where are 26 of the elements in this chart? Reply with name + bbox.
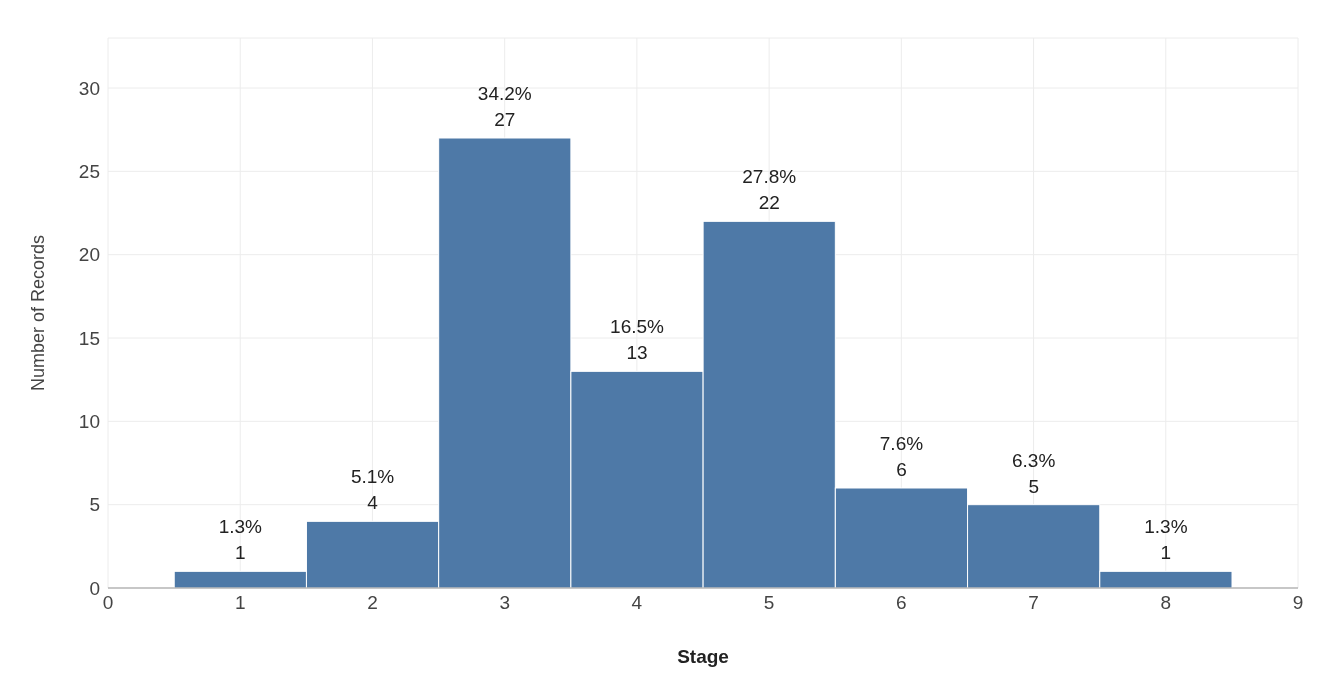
data-label: 6.3% 5 [1012,449,1056,497]
data-label: 16.5% 13 [610,316,665,364]
x-tick-label: 7 [1028,592,1039,614]
data-label: 5.1% 4 [350,466,395,514]
x-tick-label: 9 [1292,592,1304,614]
x-axis-title: Stage [677,646,729,667]
y-tick-label: 30 [78,77,100,99]
y-tick-label: 10 [78,411,100,433]
y-tick-label: 5 [89,494,100,516]
x-tick-label: 6 [896,592,907,614]
y-tick-label: 0 [89,577,100,599]
y-tick-label: 25 [78,161,100,183]
y-axis-title: Number of Records [28,234,49,392]
x-tick-label: 2 [367,592,378,614]
y-tick-label: 15 [78,327,100,349]
y-tick-label: 20 [78,244,100,266]
x-tick-label: 5 [763,592,775,614]
data-label: 34.2% 27 [477,83,532,130]
data-label: 1.3% 1 [218,516,263,564]
x-tick-label: 1 [234,592,246,614]
data-label: 27.8% 22 [742,166,797,214]
data-label: 7.6% 6 [879,433,924,480]
x-tick-label: 4 [631,592,643,614]
data-label: 1.3% 1 [1144,516,1188,564]
x-tick-label: 3 [499,592,510,614]
x-tick-label: 8 [1160,592,1172,614]
